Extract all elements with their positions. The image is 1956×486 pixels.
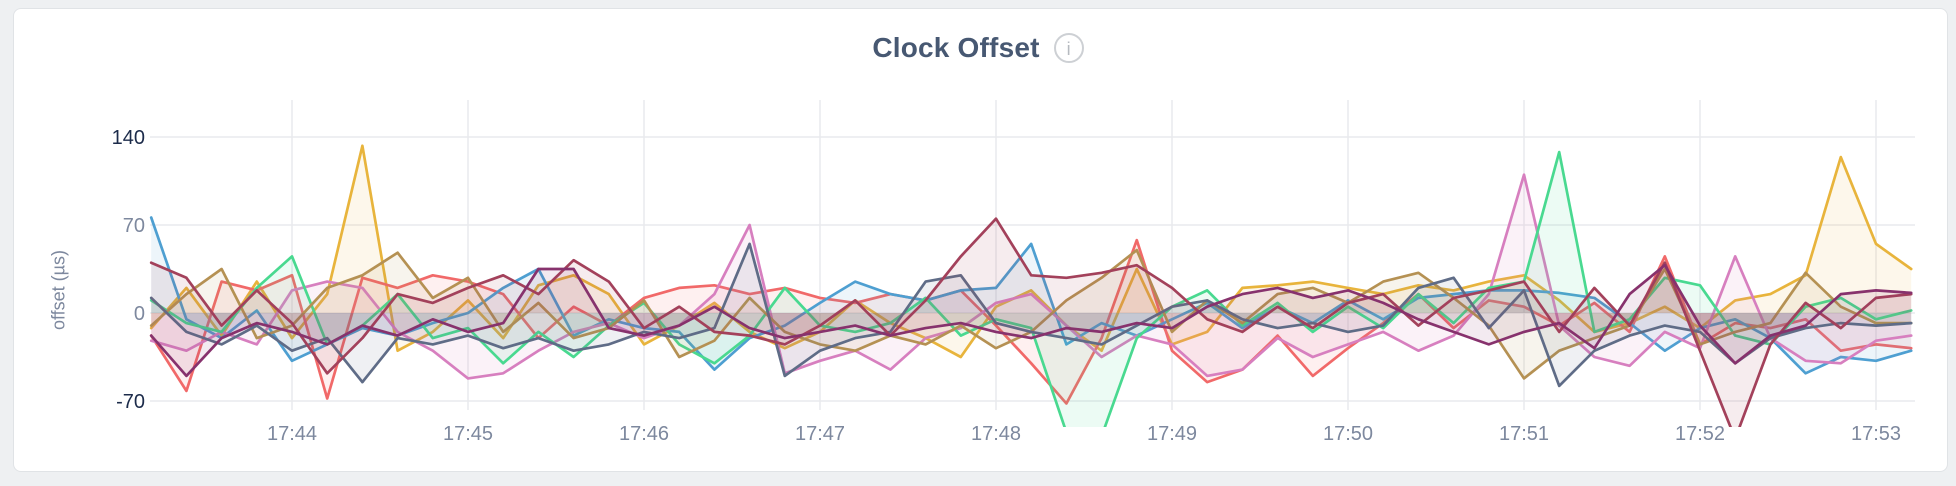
x-tick-label: 17:47	[795, 423, 845, 445]
y-axis-label: offset (µs)	[48, 249, 69, 331]
chart-title: Clock Offset	[872, 32, 1040, 63]
series-line	[149, 150, 1913, 427]
series-line	[149, 173, 1913, 380]
y-tick-label: 0	[134, 303, 145, 325]
x-tick-label: 17:49	[1147, 423, 1197, 445]
series-area	[151, 265, 1912, 376]
series-plot	[149, 144, 1913, 427]
series-line	[149, 144, 1913, 359]
x-tick-label: 17:48	[971, 423, 1021, 445]
x-tick-label: 17:51	[1499, 423, 1549, 445]
x-tick-label: 17:53	[1851, 423, 1901, 445]
y-tick-label: 70	[123, 215, 145, 237]
axis-labels: 140 70 0 -70 17:44 17:45 17:46 17:47 17:48 17:49 1…	[112, 127, 1901, 445]
series-area	[151, 250, 1912, 379]
y-tick-label: 140	[112, 127, 145, 149]
y-tick-label: -70	[116, 391, 145, 413]
x-tick-label: 17:44	[267, 423, 317, 445]
chart-header: Clock Offset i	[0, 28, 1956, 68]
series-area	[151, 152, 1912, 427]
x-tick-label: 17:52	[1675, 423, 1725, 445]
series-area	[151, 243, 1912, 386]
x-tick-label: 17:50	[1323, 423, 1373, 445]
x-tick-label: 17:45	[443, 423, 493, 445]
gridlines	[150, 100, 1915, 410]
series-line	[149, 242, 1913, 388]
chart-card	[13, 8, 1948, 472]
x-tick-label: 17:46	[619, 423, 669, 445]
series-line	[149, 263, 1913, 378]
series-area	[151, 240, 1912, 404]
info-icon[interactable]: i	[1053, 33, 1084, 63]
